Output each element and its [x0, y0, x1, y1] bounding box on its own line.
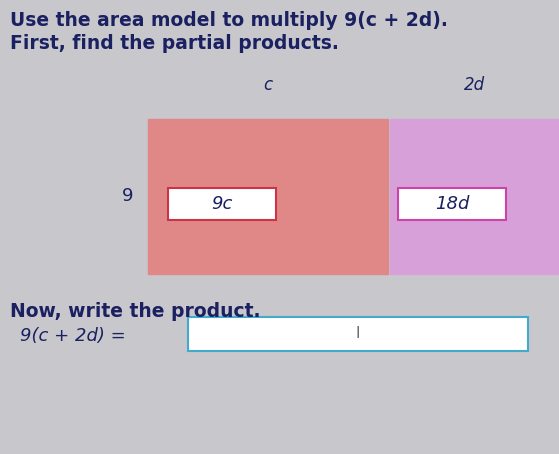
Bar	[148, 119, 388, 274]
Text: 2d: 2d	[463, 76, 485, 94]
Text: 9c: 9c	[211, 195, 233, 213]
Text: 9(c + 2d) =: 9(c + 2d) =	[20, 327, 126, 345]
Bar	[390, 119, 559, 274]
Text: 18d: 18d	[435, 195, 469, 213]
Text: Use the area model to multiply 9(c + 2d).: Use the area model to multiply 9(c + 2d)…	[10, 11, 448, 30]
Text: c: c	[263, 76, 273, 94]
Text: I: I	[356, 326, 360, 341]
Text: 9: 9	[121, 187, 133, 205]
Text: Now, write the product.: Now, write the product.	[10, 302, 260, 321]
Text: First, find the partial products.: First, find the partial products.	[10, 34, 339, 53]
Bar	[168, 188, 276, 220]
Bar	[188, 317, 528, 351]
Bar	[398, 188, 506, 220]
